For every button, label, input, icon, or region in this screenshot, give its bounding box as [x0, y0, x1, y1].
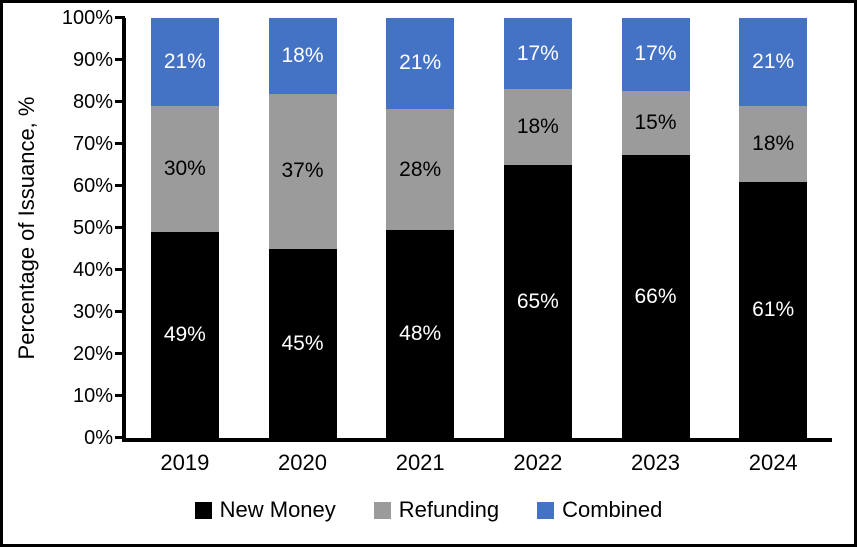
y-axis-tick-label: 40%: [72, 259, 113, 281]
y-axis-tick: [115, 142, 125, 145]
y-axis-tick: [115, 352, 125, 355]
y-axis-tick: [115, 226, 125, 229]
stacked-bar-2023: 66% 15% 17%: [621, 18, 690, 438]
y-axis-tick: [115, 436, 125, 439]
y-axis-tick: [115, 100, 125, 103]
y-axis-tick-label: 70%: [72, 133, 113, 155]
y-axis-tick: [115, 394, 125, 397]
y-axis-tick-label: 30%: [72, 301, 113, 323]
x-axis-label-2021: 2021: [395, 450, 445, 475]
y-axis-tick-label: 80%: [72, 91, 113, 113]
bar-slot-2020: 45% 37% 18%: [244, 18, 362, 438]
bar-segment-new-money: 66%: [621, 155, 690, 438]
bar-segment-combined: 17%: [621, 18, 690, 91]
bar-segment-combined: 18%: [268, 18, 337, 94]
y-axis-tick-label: 20%: [72, 343, 113, 365]
y-axis-tick-labels: 0% 10% 20% 30% 40% 50% 60% 70% 80% 90% 100%: [3, 7, 113, 449]
y-axis-tick-label: 60%: [72, 175, 113, 197]
stacked-bar-2022: 65% 18% 17%: [503, 18, 572, 438]
bar-slot-2023: 66% 15% 17%: [597, 18, 715, 438]
bar-segment-refunding: 30%: [150, 106, 219, 233]
bar-segment-combined: 21%: [739, 18, 808, 107]
stacked-bar-2024: 61% 18% 21%: [739, 18, 808, 438]
plot-area: 49% 30% 21% 45% 37% 18% 48% 28% 21% 65% 18% 17% 66% 1…: [126, 18, 832, 438]
bar-slot-2022: 65% 18% 17%: [479, 18, 597, 438]
legend-swatch-combined: [537, 501, 555, 519]
bar-slot-2021: 48% 28% 21%: [361, 18, 479, 438]
chart-legend: New Money Refunding Combined: [3, 493, 854, 527]
legend-label-refunding: Refunding: [398, 497, 500, 522]
legend-item-combined: Combined: [537, 497, 662, 523]
x-axis-line: [122, 438, 832, 442]
bar-segment-new-money: 65%: [503, 165, 572, 438]
bar-segment-combined: 21%: [150, 18, 219, 107]
legend-label-combined: Combined: [562, 497, 663, 522]
legend-label-new-money: New Money: [219, 497, 336, 522]
bar-segment-new-money: 49%: [150, 232, 219, 438]
y-axis-tick: [115, 268, 125, 271]
bar-slot-2024: 61% 18% 21%: [714, 18, 832, 438]
bar-slot-2019: 49% 30% 21%: [126, 18, 244, 438]
legend-swatch-new-money: [194, 501, 212, 519]
stacked-bar-2021: 48% 28% 21%: [386, 18, 455, 438]
x-axis-label-2024: 2024: [748, 450, 798, 475]
x-axis-label-2020: 2020: [278, 450, 327, 475]
y-axis-tick-label: 10%: [72, 385, 113, 407]
legend-item-new-money: New Money: [194, 497, 336, 523]
stacked-bar-2019: 49% 30% 21%: [150, 18, 219, 438]
x-axis-label-2023: 2023: [631, 450, 680, 475]
bar-segment-new-money: 61%: [739, 181, 808, 438]
bar-segment-refunding: 18%: [739, 106, 808, 182]
y-axis-line: [122, 18, 126, 442]
bar-segment-combined: 17%: [503, 18, 572, 90]
legend-item-refunding: Refunding: [373, 497, 500, 523]
y-axis-tick-label: 100%: [61, 7, 113, 29]
y-axis-ticks: [115, 16, 125, 439]
x-axis-labels: 2019 2020 2021 2022 2023 2024: [126, 450, 832, 476]
bar-segment-refunding: 37%: [268, 93, 337, 249]
bar-segment-combined: 21%: [386, 18, 455, 109]
bar-segment-refunding: 28%: [386, 108, 455, 231]
y-axis-tick-label: 0%: [84, 427, 113, 449]
y-axis-tick-label: 50%: [72, 217, 113, 239]
x-axis-label-2019: 2019: [160, 450, 210, 475]
y-axis-tick: [115, 16, 125, 19]
legend-swatch-refunding: [373, 501, 391, 519]
y-axis-tick: [115, 58, 125, 61]
y-axis-tick-label: 90%: [72, 49, 113, 71]
bar-segment-new-money: 45%: [268, 249, 337, 438]
x-axis-label-2022: 2022: [513, 450, 563, 475]
bar-segment-new-money: 48%: [386, 230, 455, 438]
bar-segment-refunding: 15%: [621, 90, 690, 156]
y-axis-tick: [115, 310, 125, 313]
bar-segment-refunding: 18%: [503, 89, 572, 165]
stacked-bar-2020: 45% 37% 18%: [268, 18, 337, 438]
y-axis-tick: [115, 184, 125, 187]
